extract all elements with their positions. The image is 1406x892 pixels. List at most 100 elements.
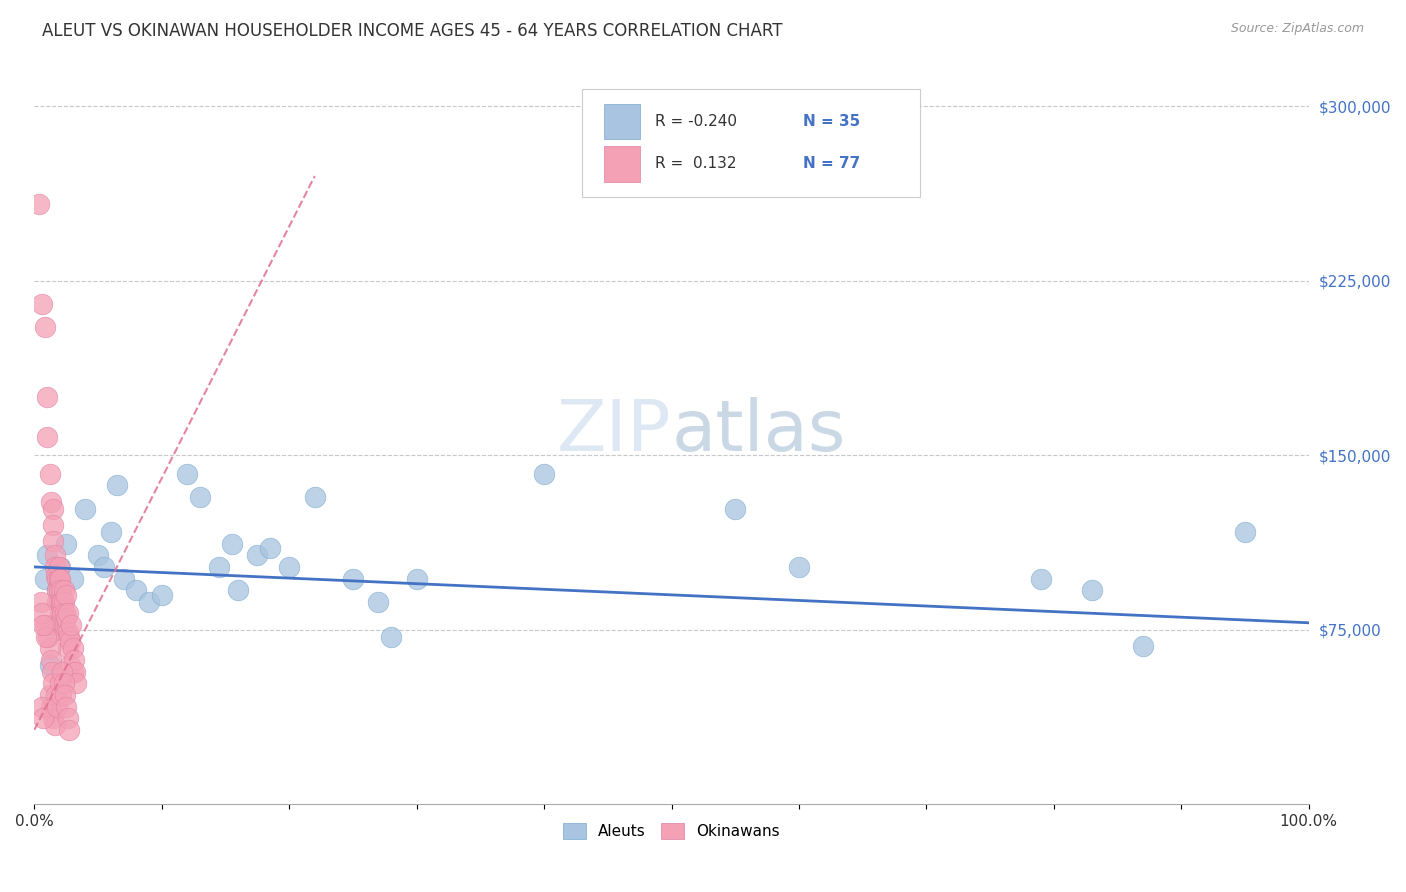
Point (38, 657, 60, 672)
Point (405, 572, 427, 586)
Point (49, 572, 72, 586)
Point (53, 688, 76, 702)
Point (60, 618, 83, 632)
Point (53, 625, 76, 640)
Point (42, 518, 65, 533)
Point (39, 699, 62, 714)
Point (342, 572, 364, 586)
Point (58, 723, 80, 737)
Point (533, 467, 555, 481)
Point (34, 320, 56, 334)
Point (278, 560, 301, 574)
Point (42, 676, 65, 690)
Text: Source: ZipAtlas.com: Source: ZipAtlas.com (1230, 22, 1364, 36)
Point (38, 641, 60, 656)
Point (46, 699, 69, 714)
Point (48, 583, 70, 598)
Point (49, 583, 72, 598)
Point (55, 588, 77, 602)
Point (42, 711, 65, 725)
Point (37, 630, 59, 644)
Point (367, 595, 389, 609)
Point (45, 688, 67, 702)
Point (51, 595, 73, 609)
Point (1081, 583, 1104, 598)
Point (380, 630, 402, 644)
Point (62, 641, 84, 656)
Point (49, 688, 72, 702)
Point (28, 197, 51, 211)
Point (49, 560, 72, 574)
Point (226, 583, 249, 598)
Point (49, 607, 72, 621)
Point (56, 625, 79, 640)
Point (49, 676, 72, 690)
Point (37, 549, 59, 563)
Point (150, 588, 173, 602)
Point (46, 572, 69, 586)
Point (39, 653, 62, 667)
Point (125, 583, 148, 598)
Point (63, 665, 86, 679)
Point (55, 536, 77, 550)
Bar (605, 146, 640, 182)
Point (49, 595, 72, 609)
Point (1132, 639, 1154, 653)
Text: atlas: atlas (672, 398, 846, 467)
Point (48, 595, 70, 609)
Bar (605, 103, 640, 139)
Point (52, 595, 75, 609)
Text: R = -0.240: R = -0.240 (655, 114, 737, 129)
Point (176, 467, 198, 481)
Point (87, 549, 110, 563)
Point (52, 618, 75, 632)
Point (31, 699, 53, 714)
Point (56, 607, 79, 621)
Point (38, 467, 60, 481)
Point (37, 429, 59, 443)
Legend: Aleuts, Okinawans: Aleuts, Okinawans (557, 817, 786, 845)
Point (53, 607, 76, 621)
Point (138, 595, 160, 609)
Point (112, 572, 135, 586)
Point (42, 501, 65, 516)
Point (65, 676, 87, 690)
Point (46, 583, 69, 598)
Point (44, 560, 66, 574)
Point (105, 478, 128, 492)
Text: R =  0.132: R = 0.132 (655, 156, 737, 171)
Text: ALEUT VS OKINAWAN HOUSEHOLDER INCOME AGES 45 - 64 YEARS CORRELATION CHART: ALEUT VS OKINAWAN HOUSEHOLDER INCOME AGE… (42, 22, 783, 40)
Point (39, 495, 62, 509)
Point (34, 618, 56, 632)
Point (56, 641, 79, 656)
Point (48, 560, 70, 574)
Point (56, 711, 79, 725)
FancyBboxPatch shape (582, 89, 920, 197)
Point (31, 297, 53, 311)
Text: N = 35: N = 35 (803, 114, 860, 129)
Text: ZIP: ZIP (557, 398, 672, 467)
Point (45, 569, 67, 583)
Point (100, 524, 122, 539)
Point (32, 711, 55, 725)
Point (787, 560, 810, 574)
Point (31, 607, 53, 621)
Point (44, 718, 66, 732)
Point (304, 490, 326, 504)
Point (246, 549, 269, 563)
Point (38, 688, 60, 702)
Point (1031, 572, 1053, 586)
Point (52, 583, 75, 598)
Point (46, 583, 69, 598)
Point (42, 534, 65, 549)
Point (35, 630, 58, 644)
Point (51, 665, 73, 679)
Point (49, 618, 72, 632)
Point (48, 572, 70, 586)
Point (37, 618, 59, 632)
Point (188, 490, 211, 504)
Point (62, 665, 84, 679)
Point (62, 572, 84, 586)
Point (55, 611, 77, 625)
Point (58, 630, 80, 644)
